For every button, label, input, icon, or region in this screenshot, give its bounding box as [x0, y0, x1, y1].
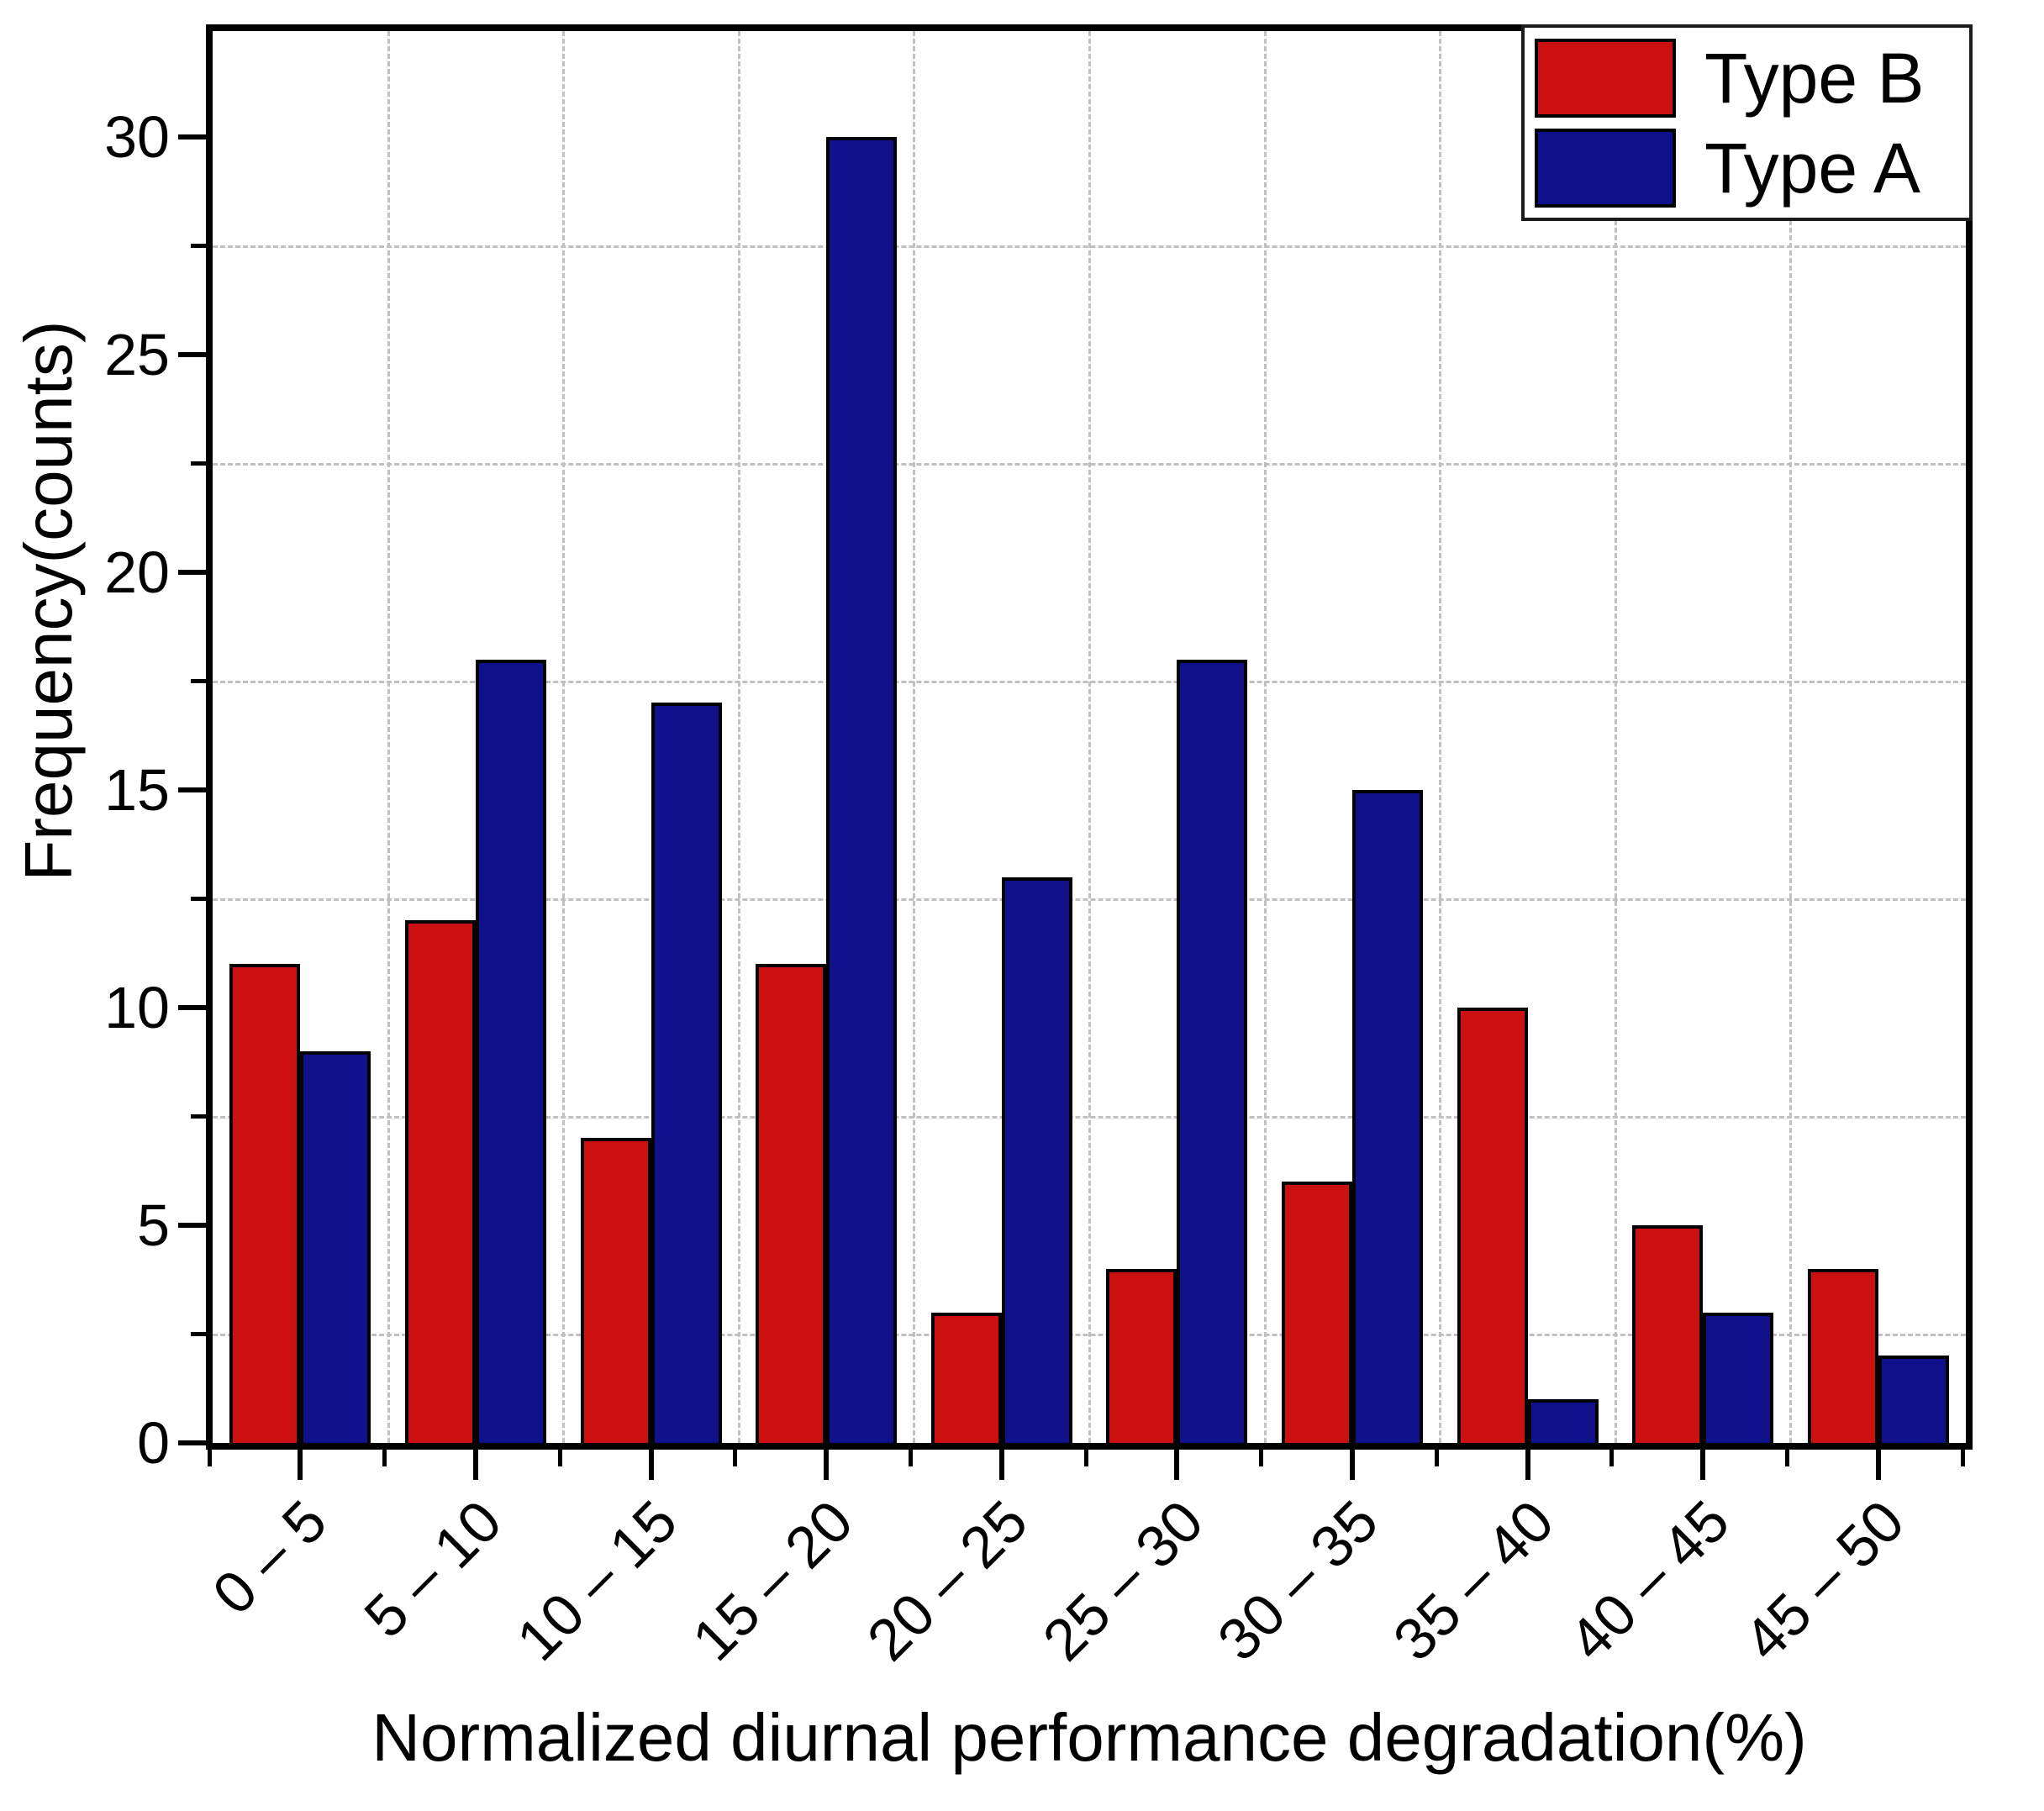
x-minor-tick: [1609, 1450, 1615, 1466]
v-gridline: [562, 31, 566, 1443]
x-tick-label: 10 – 15: [503, 1487, 690, 1673]
x-tick-label: 0 – 5: [199, 1487, 340, 1627]
x-major-tick: [1349, 1450, 1355, 1480]
y-major-tick: [178, 134, 206, 140]
bar-type-b-35–40: [1457, 1008, 1528, 1446]
x-major-tick: [1525, 1450, 1530, 1480]
v-gridline: [1263, 31, 1267, 1443]
x-minor-tick: [207, 1450, 212, 1466]
x-major-tick: [1700, 1450, 1706, 1480]
x-minor-tick: [1434, 1450, 1439, 1466]
y-major-tick: [178, 787, 206, 792]
y-tick-label: 10: [104, 975, 170, 1040]
legend-label-type-a: Type A: [1704, 128, 1920, 208]
v-gridline: [1789, 31, 1793, 1443]
x-tick-label: 25 – 30: [1030, 1487, 1216, 1673]
y-tick-label: 15: [104, 757, 170, 823]
legend-label-type-b: Type B: [1704, 38, 1925, 118]
x-tick-label: 5 – 10: [351, 1487, 514, 1650]
y-minor-tick: [191, 1114, 206, 1119]
x-minor-tick: [557, 1450, 562, 1466]
bar-type-b-15–20: [756, 964, 827, 1446]
x-major-tick: [1875, 1450, 1881, 1480]
x-tick-label: 30 – 35: [1205, 1487, 1391, 1673]
bar-type-a-0–5: [300, 1050, 371, 1446]
y-minor-tick: [191, 897, 206, 901]
x-major-tick: [648, 1450, 654, 1480]
y-minor-tick: [191, 1332, 206, 1336]
y-tick-label: 25: [104, 322, 170, 387]
y-major-tick: [178, 570, 206, 575]
legend: Type B Type A: [1521, 24, 1973, 221]
bar-type-a-30–35: [1351, 790, 1423, 1446]
bar-type-a-35–40: [1527, 1399, 1599, 1446]
bar-type-b-40–45: [1632, 1225, 1704, 1446]
y-major-tick: [178, 352, 206, 357]
x-tick-label: 15 – 20: [679, 1487, 865, 1673]
x-minor-tick: [733, 1450, 738, 1466]
x-minor-tick: [1784, 1450, 1789, 1466]
v-gridline: [737, 31, 740, 1443]
v-gridline: [1614, 31, 1617, 1443]
v-gridline: [387, 31, 390, 1443]
x-tick-label: 45 – 50: [1731, 1487, 1917, 1673]
bar-type-b-20–25: [930, 1312, 1002, 1446]
bar-type-b-45–50: [1807, 1268, 1878, 1446]
y-minor-tick: [191, 244, 206, 248]
y-major-tick: [178, 1005, 206, 1010]
x-major-tick: [1174, 1450, 1180, 1480]
x-axis-title: Normalized diurnal performance degradati…: [371, 1700, 1807, 1775]
x-tick-label: 20 – 25: [855, 1487, 1040, 1673]
bar-type-a-25–30: [1177, 659, 1248, 1446]
bar-type-a-5–10: [475, 659, 546, 1446]
x-tick-label: 35 – 40: [1380, 1487, 1567, 1673]
x-minor-tick: [908, 1450, 913, 1466]
v-gridline: [913, 31, 916, 1443]
bar-type-b-5–10: [404, 920, 476, 1446]
x-minor-tick: [1083, 1450, 1088, 1466]
bar-type-b-10–15: [580, 1138, 651, 1446]
bar-type-b-25–30: [1106, 1268, 1177, 1446]
x-major-tick: [824, 1450, 830, 1480]
bar-type-a-45–50: [1878, 1356, 1949, 1446]
bar-type-a-40–45: [1703, 1312, 1774, 1446]
y-tick-label: 5: [137, 1192, 170, 1258]
y-tick-label: 30: [104, 104, 170, 170]
y-major-tick: [178, 1223, 206, 1228]
x-major-tick: [298, 1450, 303, 1480]
x-major-tick: [472, 1450, 478, 1480]
legend-item-type-b: Type B: [1535, 38, 1969, 118]
x-tick-label: 40 – 45: [1556, 1487, 1741, 1673]
x-major-tick: [998, 1450, 1004, 1480]
x-minor-tick: [1960, 1450, 1965, 1466]
bar-type-b-0–5: [229, 964, 301, 1446]
x-minor-tick: [382, 1450, 387, 1466]
plot-area: [206, 24, 1973, 1450]
type-b-swatch: [1535, 38, 1676, 118]
y-minor-tick: [191, 679, 206, 683]
y-tick-label: 0: [137, 1410, 170, 1476]
y-tick-label: 20: [104, 540, 170, 605]
y-major-tick: [178, 1440, 206, 1445]
bar-type-b-30–35: [1281, 1182, 1352, 1446]
y-minor-tick: [191, 461, 206, 466]
type-a-swatch: [1535, 128, 1676, 208]
legend-item-type-a: Type A: [1535, 128, 1969, 208]
bar-type-a-15–20: [826, 137, 898, 1446]
bar-type-a-20–25: [1001, 877, 1072, 1446]
v-gridline: [1439, 31, 1442, 1443]
x-minor-tick: [1259, 1450, 1264, 1466]
v-gridline: [1088, 31, 1091, 1443]
bar-type-a-10–15: [651, 703, 722, 1446]
